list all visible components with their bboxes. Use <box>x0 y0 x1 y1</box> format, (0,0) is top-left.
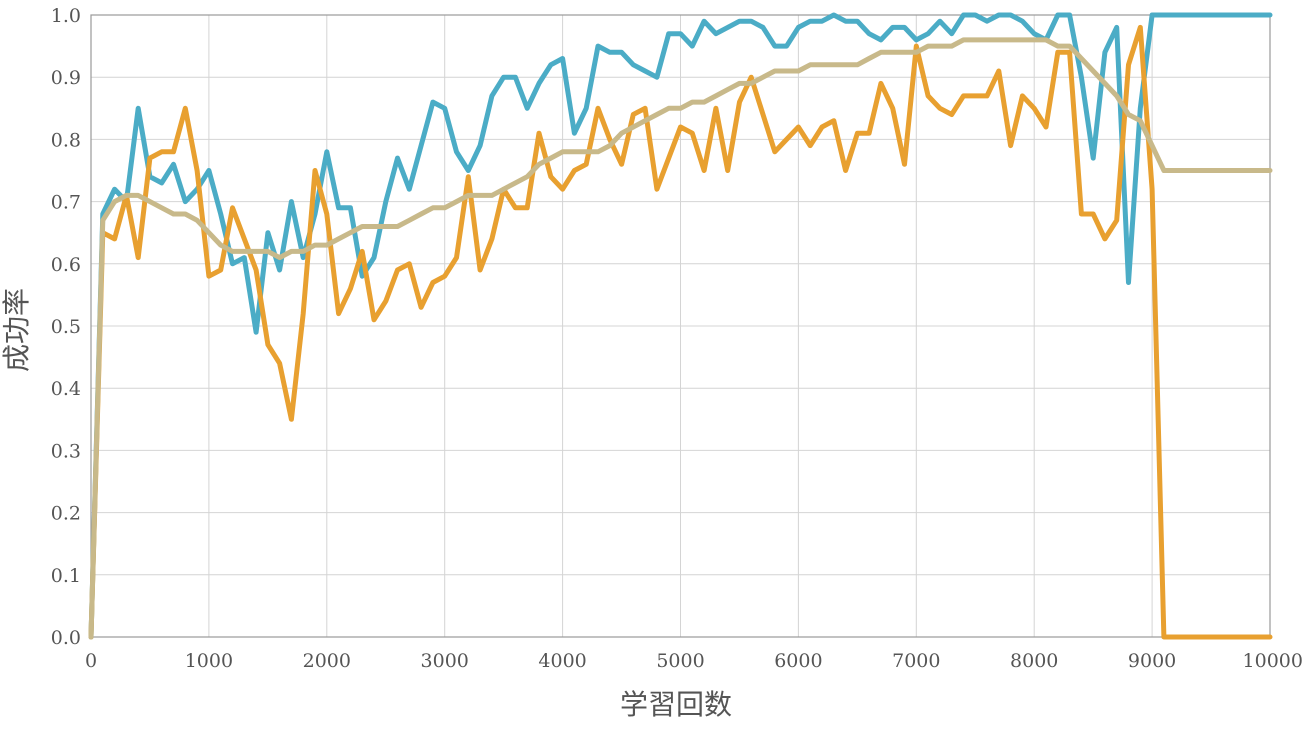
x-tick-label: 10000 <box>1243 650 1303 672</box>
x-tick-labels: 0 1000 2000 3000 4000 5000 6000 7000 8000 9000 100… <box>85 650 1303 672</box>
y-tick-label: 1.0 <box>51 5 81 27</box>
series-line-orange <box>88 24 1273 640</box>
plot-frame <box>90 14 1271 638</box>
y-axis-title: 成功率 <box>0 288 33 372</box>
x-axis-title: 学習回数 <box>620 688 732 721</box>
y-tick-labels: 0.0 0.1 0.2 0.3 0.4 0.5 0.6 0.7 0.8 0.9 1.0 <box>51 5 81 649</box>
x-tick-label: 1000 <box>185 650 233 672</box>
x-tick-label: 7000 <box>892 650 940 672</box>
y-tick-label: 0.7 <box>51 192 81 214</box>
x-tick-label: 3000 <box>421 650 469 672</box>
series-lines <box>88 12 1273 640</box>
y-tick-label: 0.5 <box>51 316 81 338</box>
x-tick-label: 4000 <box>538 650 586 672</box>
y-tick-label: 0.6 <box>51 254 81 276</box>
series-line-blue <box>88 12 1273 640</box>
y-tick-label: 0.0 <box>51 627 81 649</box>
y-tick-label: 0.8 <box>51 129 81 151</box>
x-tick-label: 9000 <box>1128 650 1176 672</box>
y-tick-label: 0.2 <box>51 503 81 525</box>
y-tick-label: 0.3 <box>51 440 81 462</box>
x-tick-label: 5000 <box>656 650 704 672</box>
y-tick-label: 0.4 <box>51 378 81 400</box>
x-tick-label: 6000 <box>774 650 822 672</box>
y-tick-label: 0.1 <box>51 565 81 587</box>
y-tick-label: 0.9 <box>51 67 81 89</box>
x-tick-label: 2000 <box>303 650 351 672</box>
x-tick-label: 0 <box>85 650 97 672</box>
series-line-tan <box>88 37 1273 640</box>
x-tick-label: 8000 <box>1010 650 1058 672</box>
